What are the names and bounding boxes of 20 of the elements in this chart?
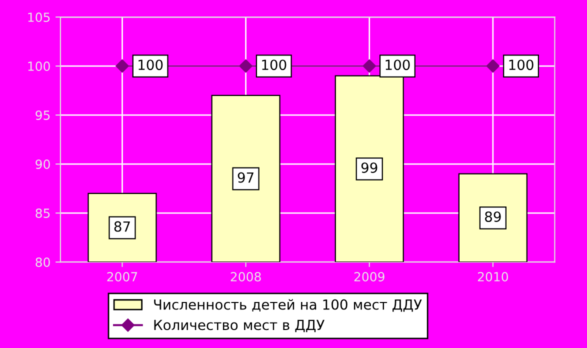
data-label: 100 [386, 60, 410, 70]
x-tick-label: 2009 [354, 272, 384, 282]
y-tick-label: 95 [36, 110, 50, 120]
data-label: 100 [509, 60, 534, 70]
data-label: 100 [262, 60, 286, 70]
data-label: 100 [138, 60, 163, 70]
x-tick-label: 2007 [107, 272, 138, 282]
y-tick-label: 105 [28, 12, 50, 22]
y-tick-label: 85 [36, 208, 50, 218]
x-tick-label: 2010 [478, 272, 508, 282]
data-label: 89 [485, 211, 501, 222]
legend-label: Количество мест в ДДУ [154, 320, 324, 332]
data-label: 97 [238, 172, 254, 183]
x-tick-label: 2008 [230, 272, 261, 282]
y-tick-label: 80 [36, 258, 50, 267]
legend-label: Численность детей на 100 мест ДДУ [154, 299, 422, 312]
data-label: 87 [114, 221, 130, 232]
y-tick-label: 100 [28, 62, 50, 71]
data-label: 99 [361, 162, 378, 173]
y-tick-label: 90 [36, 160, 50, 169]
